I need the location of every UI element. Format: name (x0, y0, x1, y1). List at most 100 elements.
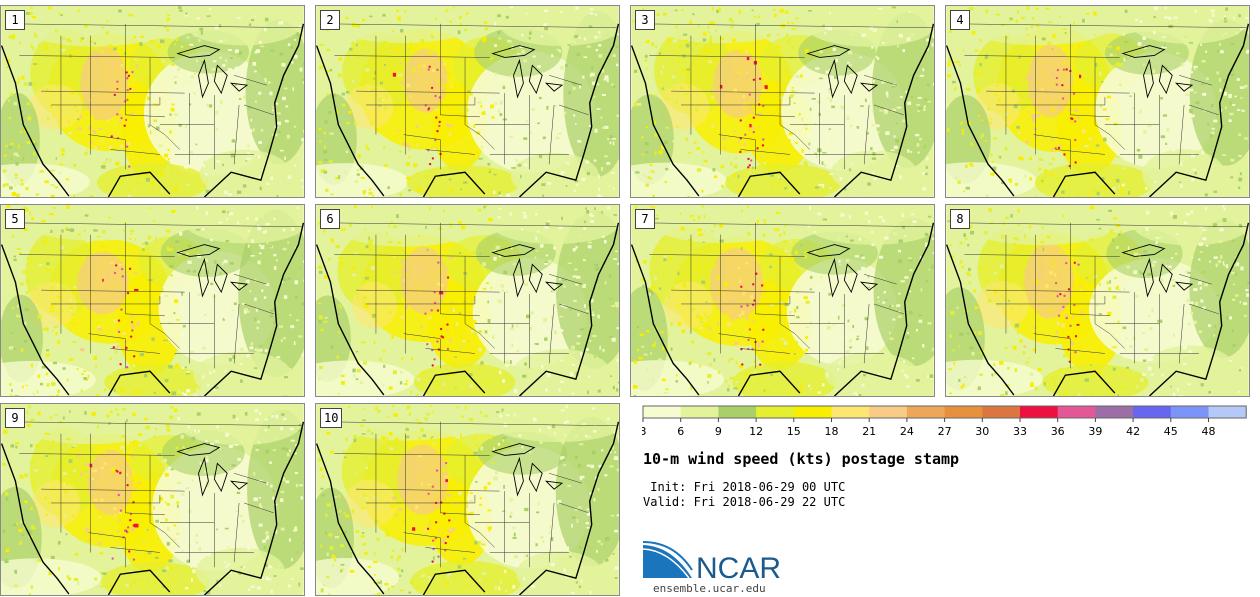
wind-speckle (670, 287, 675, 290)
wind-speckle (710, 89, 714, 94)
wind-speckle (392, 445, 396, 449)
wind-speckle (103, 89, 108, 92)
wind-speckle (534, 256, 537, 259)
wind-speckle (831, 105, 835, 109)
wind-speckle (703, 159, 708, 163)
wind-speckle (1190, 114, 1195, 118)
wind-speckle (190, 542, 194, 545)
wind-gust-mark (128, 267, 132, 271)
state-borders (326, 222, 619, 369)
wind-speckle (357, 154, 361, 158)
wind-gust-mark (126, 526, 130, 529)
wind-speckle (1150, 373, 1154, 376)
wind-speckle (214, 260, 217, 264)
wind-speckle (686, 262, 690, 265)
wind-speckle (547, 17, 551, 21)
wind-speckle (49, 310, 55, 313)
wind-speckle (321, 589, 324, 593)
wind-speckle (153, 506, 155, 510)
wind-speckle (487, 300, 490, 304)
wind-speckle (546, 105, 549, 110)
wind-speckle (367, 429, 371, 433)
wind-speckle (1123, 287, 1126, 291)
wind-speckle (221, 144, 225, 147)
member-number: 6 (320, 209, 340, 229)
wind-speckle (267, 425, 270, 429)
wind-speckle (651, 344, 656, 348)
wind-speckle (258, 479, 263, 482)
wind-speckle (452, 308, 455, 312)
wind-speckle (1039, 179, 1042, 184)
wind-speckle (1150, 357, 1153, 361)
wind-speckle (215, 110, 219, 115)
wind-speckle (708, 21, 713, 25)
wind-speckle (829, 187, 832, 190)
wind-speckle (398, 555, 401, 559)
wind-speckle (164, 153, 169, 158)
wind-speckle (692, 218, 696, 222)
wind-speckle (281, 21, 284, 25)
wind-speckle (852, 340, 856, 344)
wind-speckle (54, 118, 58, 122)
wind-speckle (1163, 170, 1168, 175)
wind-speckle (761, 88, 766, 91)
wind-speckle (492, 335, 495, 340)
wind-speckle (997, 99, 1001, 102)
wind-speckle (977, 386, 981, 391)
wind-speckle (675, 380, 678, 383)
wind-speckle (1066, 293, 1069, 298)
wind-speckle (754, 371, 757, 375)
wind-speckle (948, 30, 952, 34)
wind-speckle (285, 448, 289, 452)
wind-speckle (1022, 351, 1026, 355)
wind-speed-map (946, 205, 1249, 396)
wind-speckle (218, 518, 222, 522)
wind-speckle (280, 527, 285, 531)
wind-gust-mark (117, 330, 121, 334)
wind-speckle (1138, 228, 1142, 233)
wind-speckle (430, 145, 435, 149)
wind-speckle (672, 140, 674, 143)
wind-speckle (97, 324, 100, 329)
wind-speckle (687, 151, 692, 154)
wind-speckle (102, 230, 106, 234)
wind-speckle (512, 526, 516, 530)
wind-speckle (971, 31, 976, 35)
wind-speckle (1171, 339, 1175, 343)
wind-speckle (1089, 238, 1094, 242)
wind-speckle (611, 172, 615, 174)
wind-speckle (450, 212, 455, 216)
wind-speckle (325, 513, 328, 517)
wind-speckle (1116, 46, 1120, 51)
wind-speckle (70, 72, 74, 75)
wind-speckle (970, 142, 973, 146)
wind-speckle (966, 271, 970, 276)
wind-region (178, 404, 302, 446)
wind-speckle (815, 67, 820, 70)
wind-speckle (444, 498, 447, 500)
wind-speckle (809, 107, 812, 111)
wind-speckle (338, 494, 341, 498)
wind-speckle (2, 462, 7, 466)
wind-speckle (912, 220, 917, 224)
wind-speckle (203, 590, 207, 593)
wind-speckle (864, 98, 867, 103)
wind-speckle (224, 561, 227, 564)
wind-speckle (689, 244, 694, 246)
wind-speckle (89, 141, 93, 144)
wind-speckle (1232, 104, 1236, 106)
wind-speckle (464, 28, 468, 32)
wind-speckle (576, 342, 581, 345)
wind-speckle (598, 44, 602, 47)
wind-speckle (193, 72, 197, 75)
wind-speckle (230, 229, 235, 232)
wind-speckle (236, 190, 242, 194)
wind-speckle (672, 75, 676, 79)
wind-speckle (1046, 235, 1051, 239)
wind-speckle (1024, 234, 1026, 239)
wind-speckle (233, 302, 237, 305)
wind-speckle (459, 251, 462, 255)
wind-speckle (372, 78, 376, 80)
wind-speckle (498, 209, 502, 214)
wind-speckle (1069, 341, 1072, 345)
